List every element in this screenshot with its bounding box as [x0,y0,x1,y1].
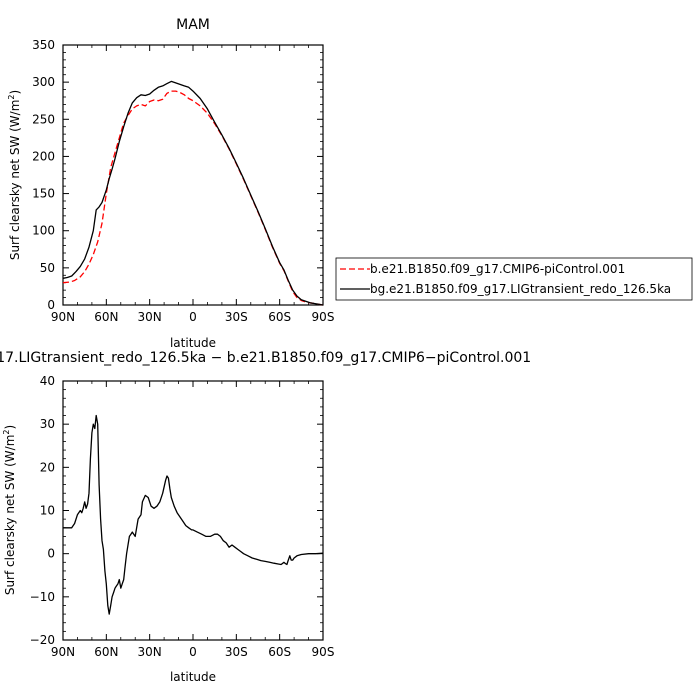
x-tick-label: 30N [138,310,162,324]
series-line-1-0 [63,414,324,615]
y-tick-label: 300 [32,75,55,89]
y-tick-label: 250 [32,112,55,126]
bottom-y-tick-labels: −20 −10 0 10 20 30 40 [30,374,55,647]
y-tick-label: 0 [47,298,55,312]
bottom-series-lines [63,414,324,615]
y-tick-label: 10 [40,504,55,518]
x-tick-label: 30S [225,310,248,324]
legend-label-control: b.e21.B1850.f09_g17.CMIP6-piControl.001 [370,262,625,276]
y-tick-label: 30 [40,417,55,431]
legend-label-lig: bg.e21.B1850.f09_g17.LIGtransient_redo_1… [370,282,671,296]
top-plot-frame [62,44,324,306]
legend-box [335,257,693,301]
top-x-tick-labels: 90N 60N 30N 0 30S 60S 90S [51,310,335,324]
top-panel: MAM 0 50 100 150 200 250 300 350 90N 60N 30N 0 30S 6… [7,17,693,324]
top-y-tick-labels: 0 50 100 150 200 250 300 350 [32,38,55,312]
bottom-x-axis-label: latitude [170,670,216,684]
bottom-y-axis-label: Surf clearsky net SW (W/m2) [2,425,17,595]
bottom-panel: bg.e21.B1850.f09_g17.LIGtransient_redo_1… [0,336,531,684]
top-chart-title: MAM [176,17,210,33]
x-tick-label: 60S [268,310,291,324]
bottom-chart-title: bg.e21.B1850.f09_g17.LIGtransient_redo_1… [0,350,531,366]
y-tick-label: 100 [32,224,55,238]
x-tick-label: 0 [189,645,197,659]
x-tick-label: 30N [138,645,162,659]
bottom-axis-ticks [62,380,324,641]
bottom-plot-frame [62,380,324,641]
y-tick-label: −20 [30,633,55,647]
top-axis-ticks [62,44,324,306]
y-tick-label: −10 [30,590,55,604]
series-line-0-0 [62,90,324,306]
y-tick-label: 50 [40,261,55,275]
x-tick-label: 90S [312,645,335,659]
y-tick-label: 20 [40,460,55,474]
x-tick-label: 30S [225,645,248,659]
top-series-lines [62,80,324,306]
y-tick-label: 200 [32,149,55,163]
x-tick-label: 90S [312,310,335,324]
top-x-axis-label: latitude [170,336,216,350]
x-tick-label: 90N [51,310,75,324]
x-tick-label: 60N [94,310,118,324]
top-y-axis-label: Surf clearsky net SW (W/m2) [7,90,22,260]
bottom-x-tick-labels: 90N 60N 30N 0 30S 60S 90S [51,645,335,659]
x-tick-label: 60N [94,645,118,659]
y-tick-label: 350 [32,38,55,52]
y-tick-label: 40 [40,374,55,388]
x-tick-label: 0 [189,310,197,324]
legend: b.e21.B1850.f09_g17.CMIP6-piControl.001 … [335,257,693,301]
y-tick-label: 150 [32,187,55,201]
x-tick-label: 60S [268,645,291,659]
y-tick-label: 0 [47,547,55,561]
series-line-0-1 [62,80,324,306]
x-tick-label: 90N [51,645,75,659]
